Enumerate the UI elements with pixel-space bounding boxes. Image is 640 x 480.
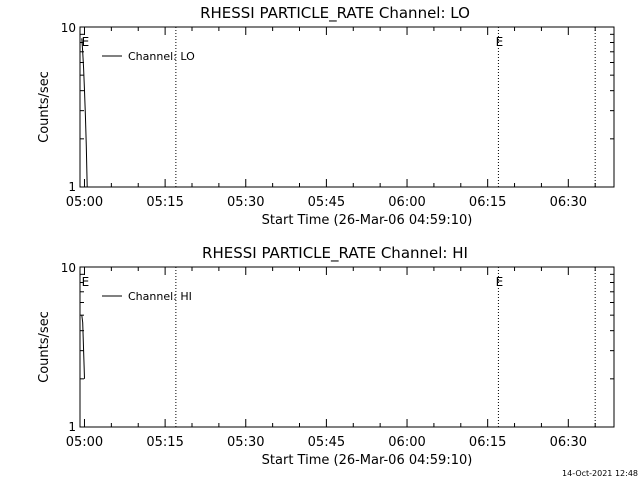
chart-title: RHESSI PARTICLE_RATE Channel: HI — [202, 244, 468, 263]
x-tick-label: 05:45 — [308, 435, 345, 450]
x-tick-label: 06:30 — [550, 435, 587, 450]
plot-frame — [79, 26, 615, 188]
x-tick-label: 06:30 — [550, 195, 587, 210]
x-tick-label: 05:45 — [308, 195, 345, 210]
x-tick-label: 06:15 — [469, 435, 506, 450]
x-tick-label: 05:15 — [146, 195, 183, 210]
legend-label: Channel: HI — [128, 290, 192, 303]
plot-frame — [79, 266, 615, 428]
x-tick-label: 06:00 — [388, 195, 425, 210]
x-tick-label: 05:00 — [66, 435, 103, 450]
y-tick-label: 1 — [68, 180, 76, 194]
y-tick-label: 10 — [61, 21, 76, 35]
y-axis-label: Counts/sec — [37, 311, 52, 383]
x-tick-label: 06:15 — [469, 195, 506, 210]
x-tick-label: 05:30 — [227, 195, 264, 210]
legend-label: Channel: LO — [128, 50, 195, 63]
x-tick-label: 06:00 — [388, 435, 425, 450]
x-tick-label: 05:00 — [66, 195, 103, 210]
event-marker-label: E — [82, 35, 90, 49]
x-tick-label: 05:30 — [227, 435, 264, 450]
chart-panel-hi: RHESSI PARTICLE_RATE Channel: HI 05:00 05:… — [37, 244, 615, 468]
event-marker-label: E — [496, 275, 504, 289]
chart-title: RHESSI PARTICLE_RATE Channel: LO — [200, 4, 470, 23]
series-line — [81, 38, 88, 188]
event-marker-label: E — [496, 35, 504, 49]
x-tick-label: 05:15 — [146, 435, 183, 450]
x-axis-label: Start Time (26-Mar-06 04:59:10) — [262, 453, 473, 468]
chart-panel-lo: RHESSI PARTICLE_RATE Channel: LO 05:00 05:… — [37, 4, 615, 228]
x-axis-label: Start Time (26-Mar-06 04:59:10) — [262, 213, 473, 228]
y-tick-label: 10 — [61, 261, 76, 275]
footer-timestamp: 14-Oct-2021 12:48 — [562, 469, 638, 478]
y-tick-label: 1 — [68, 420, 76, 434]
series-line — [81, 315, 85, 379]
event-marker-label: E — [82, 275, 90, 289]
y-axis-label: Counts/sec — [37, 71, 52, 143]
